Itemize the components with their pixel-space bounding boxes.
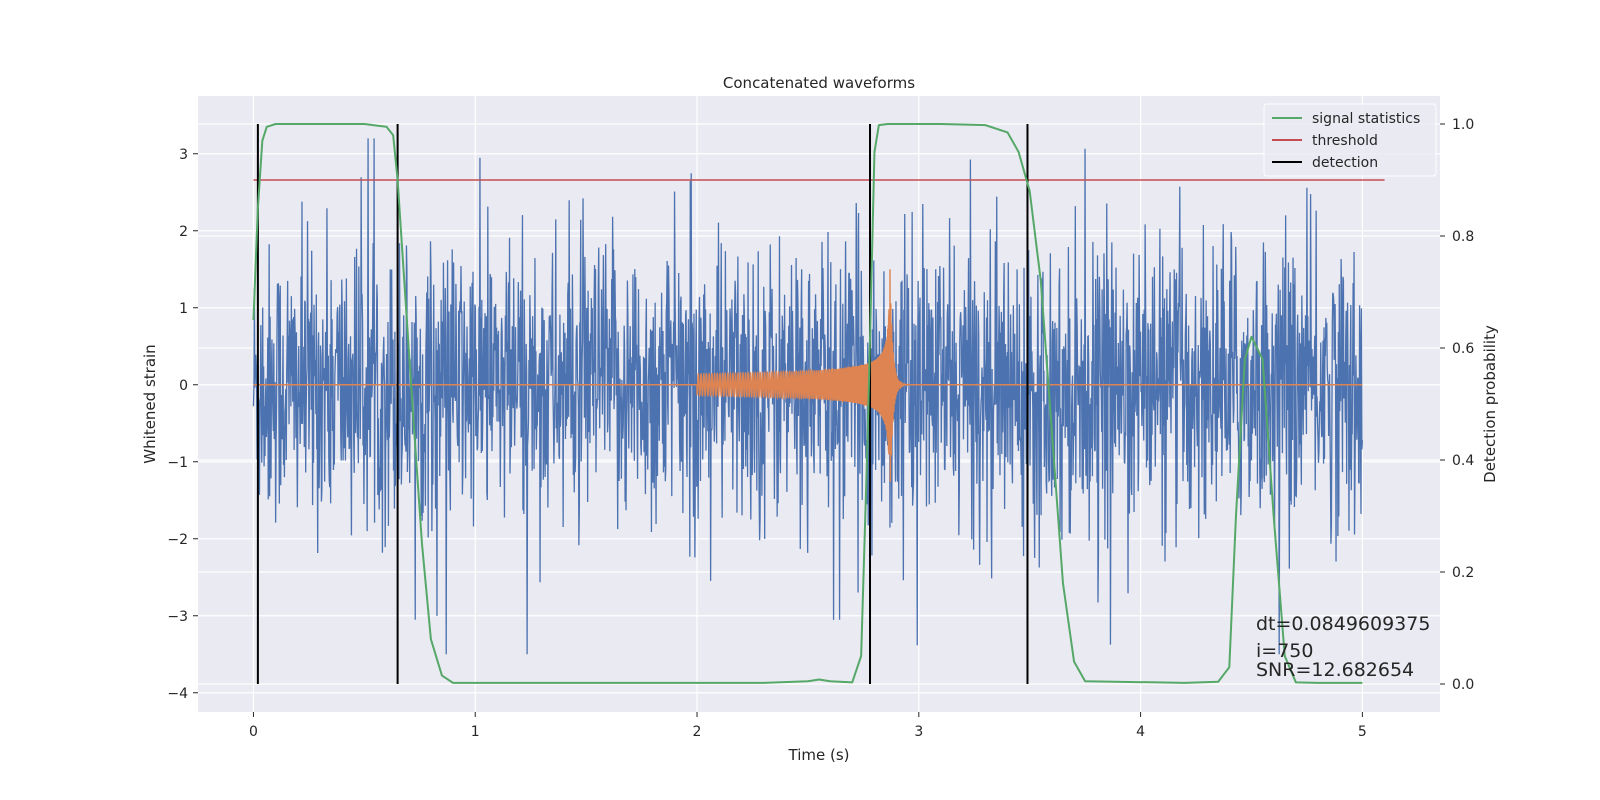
x-tick-label: 0: [249, 724, 258, 740]
x-tick-label: 5: [1358, 724, 1367, 740]
y-axis-label: Whitened strain: [141, 344, 159, 463]
y-tick-label: −1: [167, 455, 188, 471]
strain-series-line: [252, 138, 1364, 655]
y2-axis-label: Detection probability: [1481, 325, 1499, 483]
y-tick-label: 2: [179, 224, 188, 240]
legend-label: detection: [1312, 155, 1378, 171]
plot-area: [252, 123, 1385, 684]
legend: signal statistics threshold detection: [1263, 103, 1437, 177]
y2-tick-label: 0.4: [1452, 453, 1474, 469]
x-tick-label: 4: [1136, 724, 1145, 740]
y-tick-label: 3: [179, 147, 188, 163]
legend-box: [1263, 103, 1437, 177]
legend-label: signal statistics: [1312, 111, 1420, 127]
annotation-text: dt=0.0849609375: [1256, 613, 1430, 635]
y-tick-label: 1: [179, 301, 188, 317]
y-tick-label: 0: [179, 378, 188, 394]
y2-tick-label: 0.8: [1452, 229, 1474, 245]
annotation-text: SNR=12.682654: [1256, 659, 1414, 681]
legend-label: threshold: [1312, 133, 1378, 149]
x-tick-label: 2: [693, 724, 702, 740]
y-tick-label: −2: [167, 532, 188, 548]
y2-tick-label: 0.6: [1452, 341, 1474, 357]
y2-tick-label: 1.0: [1452, 117, 1474, 133]
chart-title: Concatenated waveforms: [723, 74, 915, 92]
x-tick-label: 1: [471, 724, 480, 740]
y-tick-label: −4: [167, 686, 188, 702]
ticks: 0 1 2 3 4 5 −4 −3 −2 −1 0 1 2 3 0.0 0.2 0.4 0.6 0.8 1.0: [167, 117, 1474, 740]
y2-tick-label: 0.0: [1452, 677, 1474, 693]
x-axis-label: Time (s): [788, 746, 850, 764]
annotation-text: i=750: [1256, 640, 1313, 662]
y2-tick-label: 0.2: [1452, 565, 1474, 581]
statistic-series-line: [252, 123, 1363, 684]
template-series-line: [253, 269, 1363, 482]
x-tick-label: 3: [914, 724, 923, 740]
y-tick-label: −3: [167, 609, 188, 625]
